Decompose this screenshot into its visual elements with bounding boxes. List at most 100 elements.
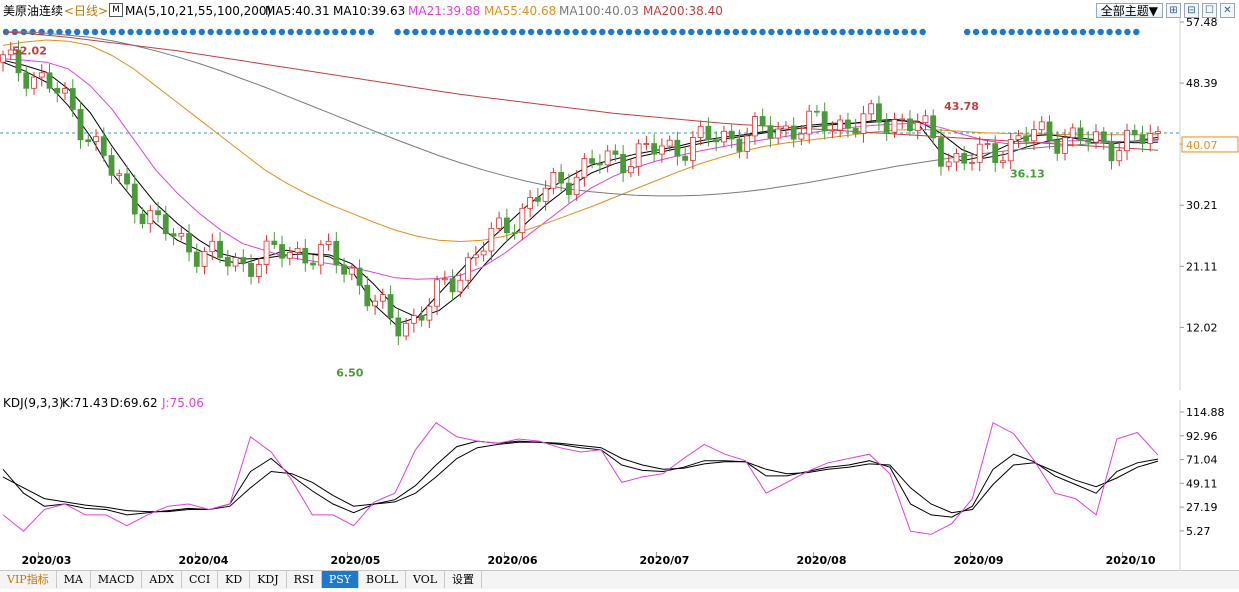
candle-body <box>759 116 766 127</box>
signal-dots <box>2 28 1140 36</box>
candle-body <box>62 88 68 94</box>
candle-body <box>852 127 859 134</box>
candle-body <box>1062 137 1068 154</box>
candle-body <box>7 49 14 56</box>
signal-dot <box>1115 28 1122 36</box>
tab-kdj[interactable]: KDJ <box>250 571 287 588</box>
kdj-line-j <box>2 421 1159 535</box>
kdj-y-tick-4: 27.19 <box>1186 501 1218 514</box>
candle-body <box>364 284 371 307</box>
signal-dot <box>145 28 152 36</box>
tab-cci[interactable]: CCI <box>182 571 219 588</box>
symbol-title: 美原油连续 <box>3 4 64 18</box>
close-icon[interactable]: ✕ <box>1220 3 1235 18</box>
candle-body <box>767 125 774 139</box>
price-chart[interactable]: 57.4848.3939.3030.2121.1112.0240.0752.02… <box>0 18 1239 390</box>
ma-settings-icon[interactable]: M <box>109 3 123 17</box>
candle-body <box>922 115 929 124</box>
zoom-out-icon[interactable]: ⊟ <box>1184 3 1199 18</box>
candle-body <box>139 213 146 225</box>
tab-adx[interactable]: ADX <box>142 571 182 588</box>
candle-body <box>325 240 332 245</box>
tab-boll[interactable]: BOLL <box>359 571 406 588</box>
signal-dot <box>732 28 739 36</box>
candle-body <box>418 315 425 321</box>
candle-body <box>674 139 681 157</box>
signal-dot <box>252 28 259 36</box>
signal-dot <box>163 28 170 36</box>
tab-vol[interactable]: VOL <box>406 571 446 588</box>
signal-dot <box>367 28 375 36</box>
candle-body <box>705 125 712 141</box>
candle-body <box>248 263 254 277</box>
signal-dot <box>1035 28 1042 36</box>
tab-ma[interactable]: MA <box>57 571 91 588</box>
signal-dot <box>198 28 205 36</box>
signal-dot <box>91 28 99 36</box>
theme-dropdown[interactable]: 全部主题▼ <box>1095 3 1163 18</box>
candle-body <box>1038 121 1045 131</box>
signal-dot <box>919 28 926 36</box>
signal-dot <box>38 28 45 36</box>
kdj-line-d <box>2 441 1159 514</box>
signal-dot <box>225 28 232 36</box>
signal-dot <box>714 28 722 36</box>
tab-vip[interactable]: VIP指标 <box>0 571 57 588</box>
candle-body <box>302 247 309 264</box>
candle-body <box>1085 139 1092 143</box>
candle-body <box>403 322 409 337</box>
signal-dot <box>1061 28 1069 36</box>
signal-dot <box>492 28 499 36</box>
candle-body <box>550 172 557 189</box>
tab-macd[interactable]: MACD <box>91 571 143 588</box>
ma55-label: MA55:40.68 <box>484 4 557 18</box>
candle-body <box>224 257 231 267</box>
candle-body <box>232 257 239 267</box>
kdj-chart[interactable]: 114.88 92.96 71.04 49.11 27.19 5.27 2020/03 202… <box>0 400 1239 570</box>
tab-psy[interactable]: PSY <box>321 571 360 588</box>
tab-settings[interactable]: 设置 <box>445 571 483 588</box>
candle-body <box>891 119 898 133</box>
zoom-in-icon[interactable]: ⊞ <box>1166 3 1181 18</box>
candle-body <box>1147 133 1154 144</box>
tab-kd[interactable]: KD <box>218 571 251 588</box>
candle-body <box>77 109 84 141</box>
candle-body <box>69 88 76 110</box>
signal-dot <box>705 28 713 36</box>
candle-body <box>1015 135 1022 140</box>
signal-dot <box>839 28 846 36</box>
candle-body <box>643 143 650 145</box>
candle-body <box>814 110 820 113</box>
candle-body <box>969 161 975 164</box>
signal-dot <box>759 28 766 36</box>
candle-body <box>930 115 937 139</box>
ma-params: MA(5,10,21,55,100,200) <box>125 4 272 18</box>
signal-dot <box>154 28 161 36</box>
signal-dot <box>314 28 321 36</box>
price-y-tick-1: 48.39 <box>1186 77 1218 90</box>
candle-body <box>542 187 549 202</box>
candle-body <box>426 305 433 321</box>
ma-line-ma100 <box>3 31 1159 197</box>
period-label[interactable]: <日线> <box>64 4 109 18</box>
candle-body <box>100 136 107 156</box>
tab-rsi[interactable]: RSI <box>287 571 322 588</box>
signal-dot <box>794 28 802 36</box>
maximize-icon[interactable]: ☐ <box>1202 3 1217 18</box>
signal-dot <box>465 28 472 36</box>
candle-body <box>775 128 782 139</box>
price-annotation-3: 36.13 <box>1010 167 1045 180</box>
candles <box>0 40 1161 346</box>
signal-dot <box>216 28 223 36</box>
ma100-label: MA100:40.03 <box>559 4 639 18</box>
candle-body <box>728 130 735 140</box>
ma10-label: MA10:39.63 <box>333 4 406 18</box>
signal-dot <box>803 28 811 36</box>
signal-dot <box>590 28 597 36</box>
candle-body <box>620 153 627 174</box>
candle-body <box>534 197 541 202</box>
candle-body <box>23 72 30 89</box>
candle-body <box>961 153 968 164</box>
candle-body <box>480 250 487 256</box>
